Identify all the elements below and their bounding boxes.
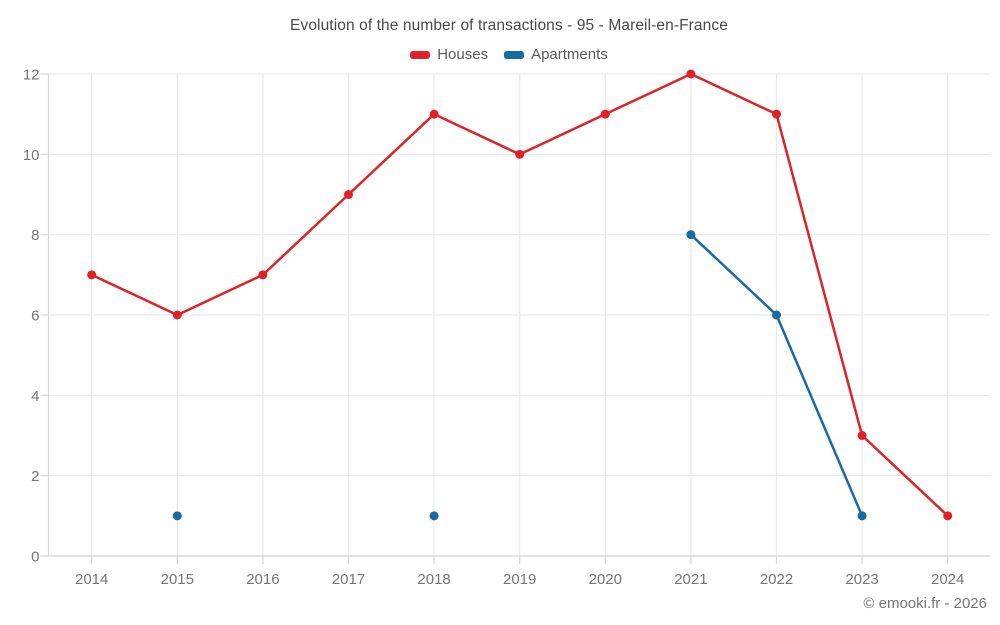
houses-legend-swatch-icon bbox=[410, 50, 431, 59]
data-point-houses[interactable] bbox=[686, 69, 696, 79]
copyright-text: © emooki.fr - 2026 bbox=[863, 595, 987, 612]
x-tick-label: 2017 bbox=[332, 571, 365, 588]
data-point-houses[interactable] bbox=[515, 149, 525, 159]
y-tick-label: 0 bbox=[31, 549, 39, 566]
x-tick-label: 2019 bbox=[503, 571, 536, 588]
x-tick-label: 2018 bbox=[417, 571, 450, 588]
chart-legend: Houses Apartments bbox=[0, 46, 1000, 63]
data-point-houses[interactable] bbox=[258, 270, 268, 280]
x-tick-label: 2022 bbox=[760, 571, 793, 588]
legend-label-apartments: Apartments bbox=[531, 46, 608, 63]
data-point-houses[interactable] bbox=[344, 190, 353, 199]
x-tick-label: 2016 bbox=[246, 571, 279, 588]
data-point-houses[interactable] bbox=[172, 310, 182, 320]
data-point-apartments[interactable] bbox=[429, 511, 439, 521]
y-tick-label: 12 bbox=[23, 67, 40, 84]
data-point-apartments[interactable] bbox=[857, 511, 867, 521]
x-tick-label: 2023 bbox=[845, 571, 878, 588]
data-point-houses[interactable] bbox=[772, 109, 781, 119]
data-point-houses[interactable] bbox=[87, 270, 97, 280]
x-tick-label: 2021 bbox=[674, 571, 707, 588]
data-point-apartments[interactable] bbox=[172, 511, 182, 521]
x-tick-label: 2014 bbox=[75, 571, 108, 588]
y-tick-label: 8 bbox=[31, 227, 39, 244]
data-point-apartments[interactable] bbox=[686, 230, 696, 240]
y-tick-label: 10 bbox=[23, 147, 40, 164]
data-point-houses[interactable] bbox=[429, 109, 439, 119]
data-point-houses[interactable] bbox=[857, 431, 867, 440]
y-tick-label: 4 bbox=[31, 388, 39, 405]
data-point-houses[interactable] bbox=[600, 109, 610, 119]
x-tick-label: 2024 bbox=[931, 571, 964, 588]
apartments-legend-swatch-icon bbox=[504, 50, 525, 59]
y-tick-label: 2 bbox=[31, 468, 39, 485]
legend-item-houses[interactable]: Houses bbox=[410, 46, 488, 63]
legend-item-apartments[interactable]: Apartments bbox=[504, 46, 608, 63]
y-tick-label: 6 bbox=[31, 308, 39, 325]
x-tick-label: 2015 bbox=[161, 571, 194, 588]
chart-title: Evolution of the number of transactions … bbox=[290, 17, 728, 34]
data-point-houses[interactable] bbox=[943, 511, 953, 521]
legend-label-houses: Houses bbox=[437, 46, 489, 63]
x-tick-label: 2020 bbox=[589, 571, 622, 588]
data-point-apartments[interactable] bbox=[772, 310, 781, 320]
